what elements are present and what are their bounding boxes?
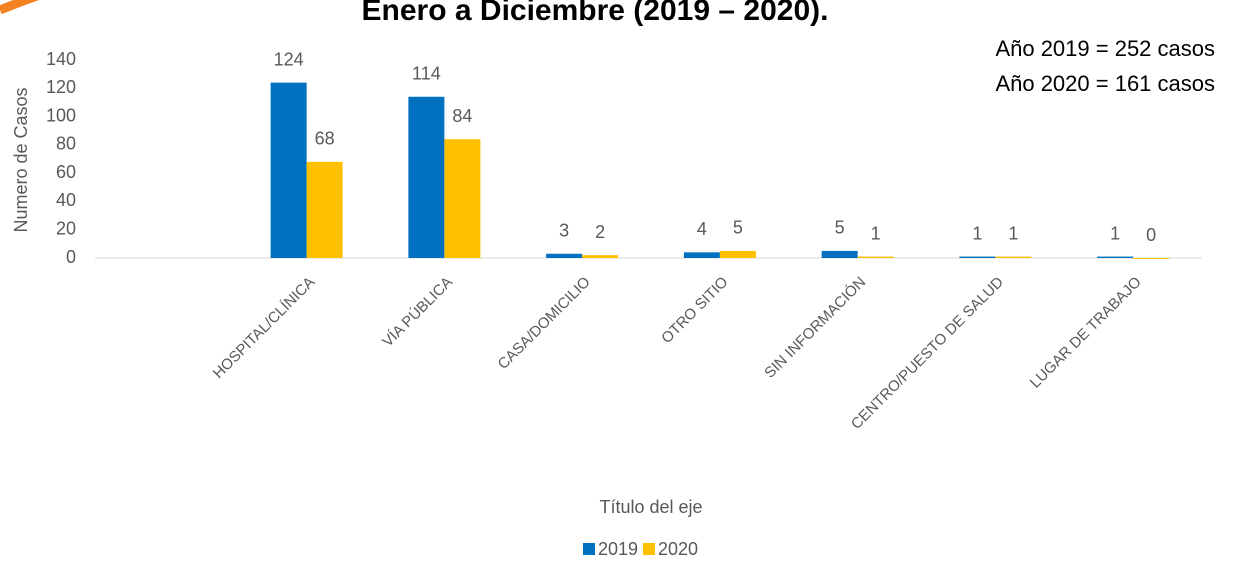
bar xyxy=(995,256,1032,258)
x-tick-label: LUGAR DE TRABAJO xyxy=(1027,274,1145,392)
data-label: 84 xyxy=(452,106,472,126)
data-label: 1 xyxy=(871,223,881,243)
bar xyxy=(683,252,720,258)
data-label: 114 xyxy=(412,64,441,84)
bar xyxy=(1097,256,1134,258)
x-tick-label: OTRO SITIO xyxy=(658,274,731,347)
bar xyxy=(959,256,996,258)
y-tick-label: 60 xyxy=(56,162,76,182)
logo-arc xyxy=(0,0,40,15)
legend-swatch xyxy=(583,543,595,555)
data-label: 5 xyxy=(733,218,743,238)
data-label: 1 xyxy=(1110,223,1120,243)
x-tick-label: CASA/DOMICILIO xyxy=(495,274,594,373)
bar xyxy=(719,250,756,258)
x-axis-title: Título del eje xyxy=(599,497,702,517)
bar xyxy=(444,139,481,258)
y-tick-label: 40 xyxy=(56,190,76,210)
y-axis-title: Numero de Casos xyxy=(11,87,31,232)
annotation: Año 2020 = 161 casos xyxy=(995,71,1215,96)
data-label: 4 xyxy=(697,219,707,239)
data-label: 3 xyxy=(559,221,569,241)
bar xyxy=(857,256,894,258)
chart-title: Enero a Diciembre (2019 – 2020). xyxy=(362,0,829,27)
legend-label: 2019 xyxy=(598,539,638,559)
y-tick-label: 80 xyxy=(56,134,76,154)
data-label: 2 xyxy=(595,222,605,242)
data-label: 0 xyxy=(1146,225,1156,245)
data-label: 5 xyxy=(835,218,845,238)
bar xyxy=(582,255,619,258)
legend-label: 2020 xyxy=(658,539,698,559)
data-label: 68 xyxy=(315,129,335,149)
bar xyxy=(546,253,583,258)
x-tick-label: SIN INFORMACIÓN xyxy=(761,274,869,382)
annotation: Año 2019 = 252 casos xyxy=(995,36,1215,61)
y-tick-label: 140 xyxy=(46,49,76,69)
data-label: 1 xyxy=(972,223,982,243)
legend-swatch xyxy=(643,543,655,555)
data-label: 124 xyxy=(274,49,304,69)
y-tick-label: 20 xyxy=(56,218,76,238)
data-label: 1 xyxy=(1008,223,1018,243)
y-tick-label: 120 xyxy=(46,77,76,97)
x-tick-label: HOSPITAL/CLÍNICA xyxy=(210,274,318,382)
y-tick-label: 0 xyxy=(66,247,76,267)
bar xyxy=(270,82,307,258)
y-tick-label: 100 xyxy=(46,105,76,125)
bar xyxy=(1133,258,1170,259)
x-tick-label: CENTRO/PUESTO DE SALUD xyxy=(848,274,1007,433)
bar xyxy=(821,250,858,258)
bar xyxy=(408,96,445,259)
x-tick-label: VÍA PÚBLICA xyxy=(379,274,456,351)
bar xyxy=(306,161,343,258)
